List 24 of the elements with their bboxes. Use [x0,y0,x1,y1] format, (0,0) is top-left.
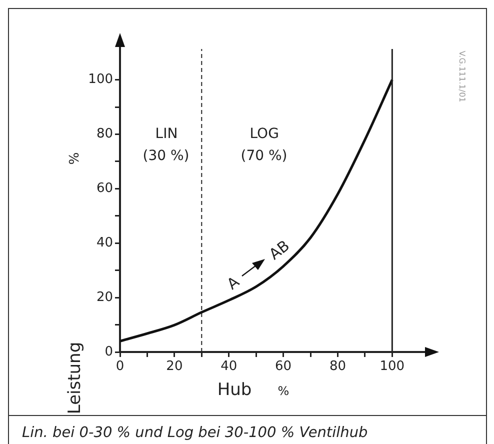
annotation: LOG [250,126,279,142]
x-tick-label: 100 [380,359,405,374]
annotation: A [224,272,243,294]
text: % [278,384,290,398]
text: Lin. bei 0-30 % und Log bei 30-100 % Ventilhub [22,425,368,441]
y-tick-label: 0 [104,344,113,360]
y-axis-title: % [68,152,83,165]
annotation: LIN [155,126,178,142]
y-tick-label: 60 [96,181,113,196]
x-tick-label: 80 [329,359,346,374]
y-tick-label: 100 [88,72,113,88]
annotation: (70 %) [240,148,288,164]
text: V.G.111.1/01 [457,50,466,102]
annotation: (30 %) [142,148,190,164]
x-tick-label: 60 [275,359,292,374]
x-axis-title: Hub [217,380,252,400]
y-tick-label: 20 [96,290,113,305]
x-tick-label: 0 [116,359,124,374]
annotation: AB [265,236,292,264]
y-tick-label: 40 [96,236,113,251]
x-tick-label: 40 [220,359,238,374]
x-tick-label: 20 [166,359,183,374]
y-tick-label: 80 [96,126,113,142]
text: Leistung [65,342,86,414]
